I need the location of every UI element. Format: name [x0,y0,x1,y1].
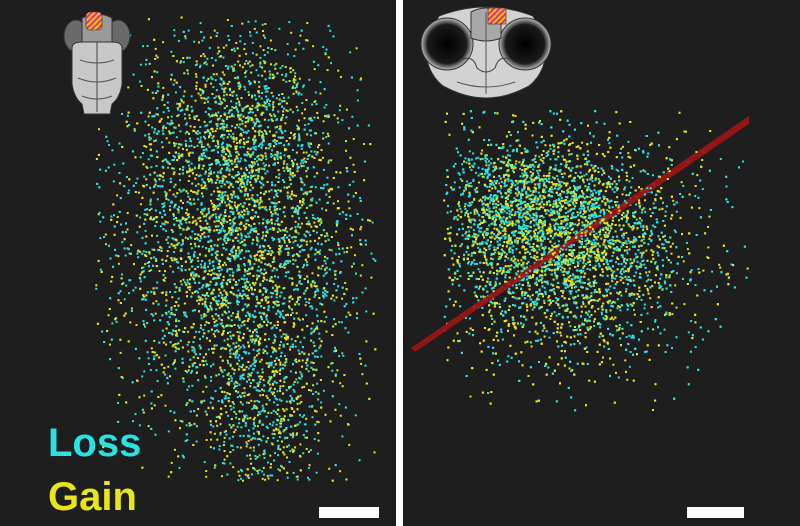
scale-bar [687,507,744,518]
scale-bar [319,507,379,518]
section-plane [411,116,749,352]
brain-frontal-icon [420,6,552,99]
panel-divider [396,0,403,526]
legend-gain-label: Gain [48,475,137,519]
scatter-plot-dorsal [95,16,377,482]
left-panel-dorsal-view: Loss Gain [0,0,396,526]
right-panel-frontal-view [403,0,800,526]
brain-dorsal-icon [63,11,131,115]
legend-loss-label: Loss [48,421,142,465]
scatter-plot-frontal [411,110,749,412]
